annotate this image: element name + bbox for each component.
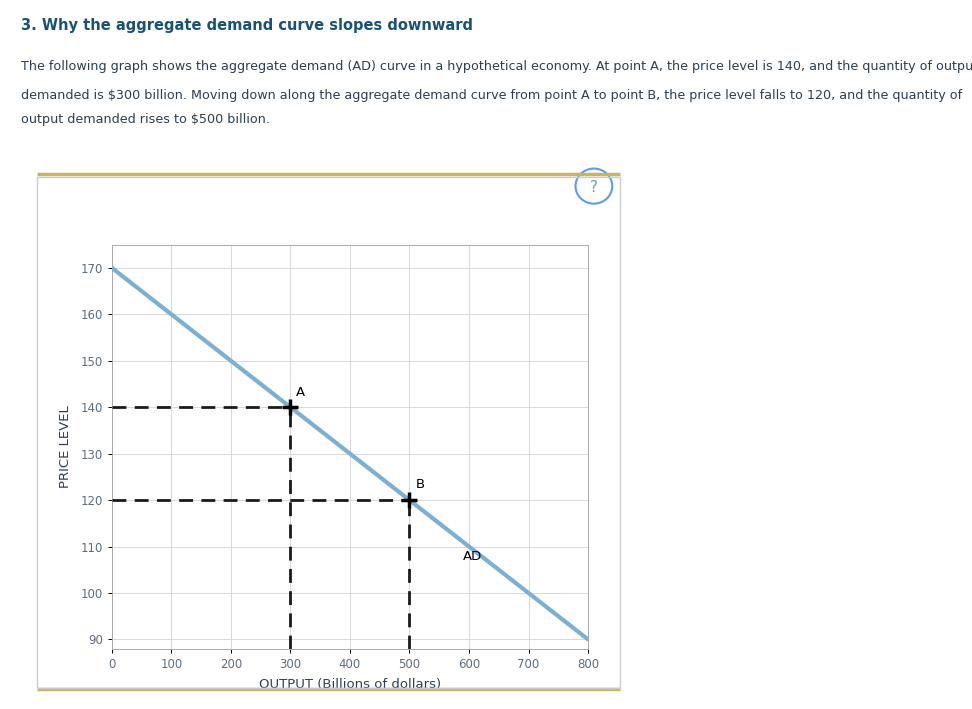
Y-axis label: PRICE LEVEL: PRICE LEVEL bbox=[59, 406, 72, 488]
Text: A: A bbox=[296, 386, 305, 398]
Text: ?: ? bbox=[590, 180, 598, 195]
Text: The following graph shows the aggregate demand (AD) curve in a hypothetical econ: The following graph shows the aggregate … bbox=[21, 60, 972, 73]
Text: 3. Why the aggregate demand curve slopes downward: 3. Why the aggregate demand curve slopes… bbox=[21, 18, 473, 33]
Text: output demanded rises to $500 billion.: output demanded rises to $500 billion. bbox=[21, 113, 270, 126]
Text: B: B bbox=[415, 479, 425, 491]
Text: demanded is $300 billion. Moving down along the aggregate demand curve from poin: demanded is $300 billion. Moving down al… bbox=[21, 89, 962, 101]
Text: AD: AD bbox=[463, 550, 482, 564]
X-axis label: OUTPUT (Billions of dollars): OUTPUT (Billions of dollars) bbox=[259, 678, 441, 691]
